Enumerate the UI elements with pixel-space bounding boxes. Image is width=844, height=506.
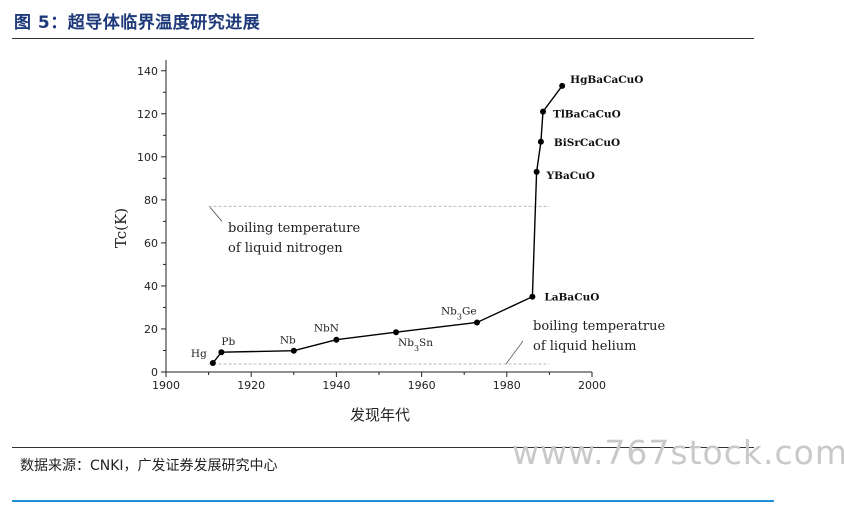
point-label: LaBaCuO (544, 292, 599, 304)
bottom-rule (12, 500, 774, 502)
x-tick-label: 1960 (408, 379, 436, 392)
y-axis-label: Tc(K) (112, 208, 130, 248)
x-tick-label: 1900 (152, 379, 180, 392)
data-point (533, 168, 540, 175)
point-label: Nb3Ge (441, 306, 477, 322)
data-point (393, 329, 400, 336)
helium-label-line2: of liquid helium (533, 339, 636, 354)
point-label: Hg (191, 348, 207, 360)
source-rule (12, 447, 754, 448)
point-label: NbN (314, 323, 339, 335)
point-label: Nb3Sn (398, 337, 433, 353)
figure-title: 图 5：超导体临界温度研究进展 (14, 13, 261, 33)
axes: 0 20 40 60 80 100 120 140 1900 1920 1940 1960 1980 20… (137, 60, 606, 392)
data-point (559, 82, 566, 89)
x-tick-label: 1980 (493, 379, 521, 392)
nitrogen-label-line1: boiling temperature (228, 221, 360, 236)
reference-lines: boiling temperature of liquid nitrogen boi… (208, 205, 665, 365)
point-label: Pb (221, 336, 235, 348)
data-point (218, 349, 225, 356)
x-tick-label: 2000 (578, 379, 606, 392)
x-tick-label: 1940 (322, 379, 350, 392)
y-tick-label: 60 (144, 237, 158, 250)
y-tick-label: 120 (137, 108, 158, 121)
point-label: BiSrCaCuO (554, 137, 620, 149)
y-tick-label: 100 (137, 151, 158, 164)
watermark: www.767stock.com (512, 433, 844, 472)
data-point (209, 359, 216, 366)
data-point (333, 336, 340, 343)
nitrogen-label-line2: of liquid nitrogen (228, 241, 343, 256)
data-point (537, 138, 544, 145)
y-tick-label: 140 (137, 65, 158, 78)
data-point (540, 108, 547, 115)
point-label: Nb (280, 335, 296, 347)
point-labels: Hg Pb Nb NbN Nb3Sn Nb3Ge LaBaCuO YBaCuO BiSrCaCu… (191, 74, 644, 360)
helium-leader (505, 340, 524, 365)
y-tick-label: 40 (144, 280, 158, 293)
point-label: HgBaCaCuO (570, 74, 643, 86)
tc-progress-chart: 0 20 40 60 80 100 120 140 1900 1920 1940 1960 1980 20… (112, 60, 665, 424)
point-label: YBaCuO (546, 170, 595, 182)
y-tick-label: 20 (144, 323, 158, 336)
top-rule (12, 38, 754, 39)
source-note: 数据来源：CNKI，广发证券发展研究中心 (20, 458, 278, 474)
point-label: TlBaCaCuO (553, 109, 621, 121)
y-tick-label: 0 (151, 366, 158, 379)
nitrogen-leader (209, 207, 223, 222)
series (209, 82, 566, 366)
data-point (473, 319, 480, 326)
x-tick-label: 1920 (237, 379, 265, 392)
data-point (529, 293, 536, 300)
y-tick-label: 80 (144, 194, 158, 207)
helium-label-line1: boiling temperatrue (533, 319, 665, 334)
data-point (290, 347, 297, 354)
x-axis-label: 发现年代 (350, 406, 410, 424)
